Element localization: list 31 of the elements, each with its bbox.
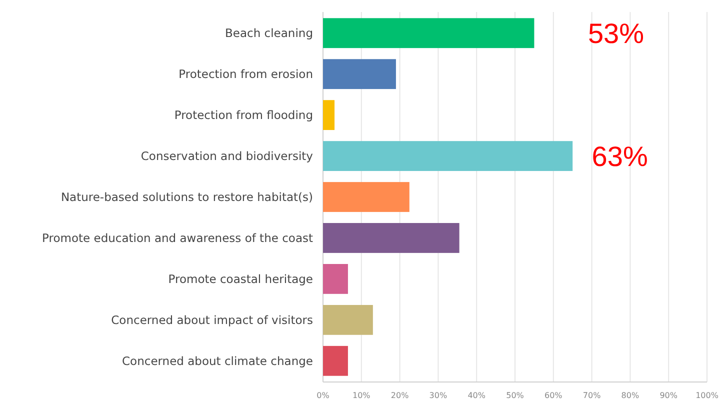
bar [323,141,573,171]
x-tick-label: 50% [506,391,524,400]
y-tick-label: Protection from flooding [174,108,313,122]
bar [323,18,534,48]
y-tick-label: Concerned about impact of visitors [111,312,314,327]
bar [323,304,373,335]
x-tick-label: 100% [696,391,719,400]
x-tick-label: 20% [390,391,410,400]
y-tick-label: Promote coastal heritage [168,272,313,286]
x-tick-label: 10% [352,391,371,400]
bar [323,59,396,90]
x-tick-label: 30% [429,391,448,400]
bar [323,264,348,294]
y-tick-label: Conservation and biodiversity [140,149,314,164]
y-tick-label: Concerned about climate change [122,354,313,368]
y-tick-label: Beach cleaning [225,26,313,40]
bar [323,182,410,212]
x-tick-label: 0% [316,391,330,400]
x-tick-label: 70% [582,391,602,400]
bar [323,223,460,253]
x-tick-label: 80% [621,391,640,400]
annotation: 53% [588,18,644,49]
annotation: 63% [592,140,648,172]
x-tick-label: 60% [544,391,563,400]
x-tick-label: 90% [660,391,678,400]
y-tick-label: Nature-based solutions to restore habitat(s) [60,190,313,204]
bar [323,100,335,130]
bar [323,346,348,376]
y-tick-label: Promote education and awareness of the coast [42,231,314,245]
y-tick-label: Protection from erosion [178,67,313,82]
x-tick-label: 40% [468,391,486,400]
